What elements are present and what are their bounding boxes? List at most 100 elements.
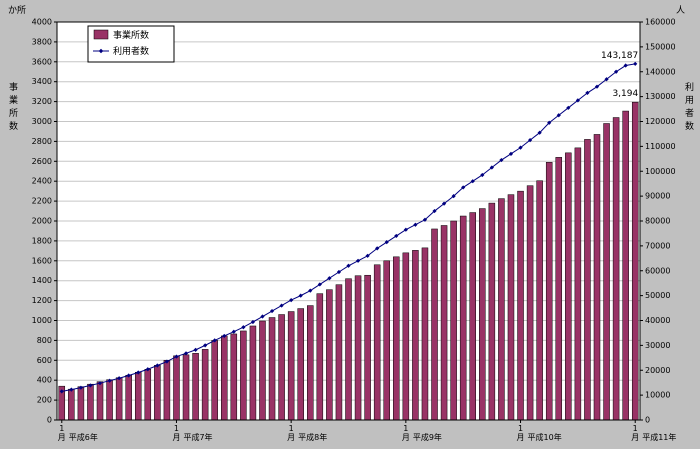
line-marker [174,354,179,359]
line-marker [432,208,437,214]
line-marker [117,376,122,381]
left-axis-tick-label: 3600 [32,57,52,66]
bar [201,349,209,421]
bar [440,225,448,421]
right-axis-tick-label: 40000 [645,316,670,325]
line-marker [394,233,399,239]
bar [517,190,524,421]
left-axis-tick-label: 1200 [32,296,52,305]
right-axis-tick-label: 10000 [645,391,670,400]
line-marker [183,351,189,356]
bar [287,311,295,421]
bar [574,147,582,421]
legend-label: 事業所数 [113,29,149,41]
line-marker [384,240,389,245]
x-axis-month-label: 月 [287,433,295,442]
left-axis-tick-label: 2800 [32,137,52,146]
line-marker [403,227,408,232]
line-marker [145,367,150,372]
line-marker [470,179,475,184]
bar [526,185,534,421]
right-axis-title: 者 [685,108,694,119]
bar [622,110,629,421]
bar [412,250,419,421]
bar [373,264,381,421]
bar [278,314,285,421]
line-marker [537,130,542,135]
right-axis-tick-label: 70000 [645,241,670,250]
bar [354,275,362,421]
bar [77,386,85,421]
data-label: 3,194 [612,89,638,99]
left-axis-title: 事 [9,81,18,93]
line-marker [594,84,600,89]
left-axis-tick-label: 1400 [32,276,52,285]
legend-line-marker [98,48,104,54]
right-axis-title: 用 [685,95,694,106]
bar [326,289,333,421]
line-marker [614,69,619,74]
line-marker [556,113,561,118]
bar [154,365,161,421]
bar [545,162,553,421]
bar [335,284,343,421]
line-marker [107,378,112,383]
bar [469,212,476,421]
left-axis-unit-label: か所 [8,5,26,16]
bar [593,134,601,421]
bar [316,293,324,421]
legend-label: 利用者数 [113,45,149,57]
line-marker [489,165,494,170]
x-axis-month-label: 月 [402,433,410,442]
line-marker [59,389,64,394]
line-marker [155,363,160,368]
right-axis-unit-label: 人 [676,5,685,16]
x-axis-month-label: 1 [518,424,523,433]
bar [68,388,75,421]
x-axis-month-label: 月 [172,433,180,442]
line-marker [633,61,638,66]
right-axis-tick-label: 80000 [645,217,670,226]
x-axis-month-label: 1 [59,424,64,433]
bar [134,371,142,421]
x-axis-year-label: 平成11年 [642,432,676,442]
bar [479,208,486,421]
bar [87,383,94,421]
bar [221,335,228,421]
line-marker [422,217,428,222]
x-axis-month-label: 1 [633,424,638,433]
right-axis-tick-label: 60000 [645,266,670,275]
left-axis-title: 数 [9,120,18,132]
left-axis-tick-label: 2400 [32,177,52,186]
bar [125,374,132,421]
bar [96,381,104,421]
line-marker [375,246,380,251]
bar [631,101,639,421]
line-marker [212,338,217,343]
x-axis-month-label: 1 [289,424,294,433]
right-axis-tick-label: 110000 [645,142,676,151]
line-marker [355,258,361,263]
left-axis-tick-label: 0 [47,416,52,425]
line-marker [499,157,504,163]
line-marker [126,373,131,378]
bar [144,369,152,421]
bar [307,305,314,421]
line-marker [317,282,322,287]
line-marker [203,343,208,348]
bar [163,360,171,421]
left-axis-title: 業 [9,94,18,106]
line-marker [164,359,170,364]
bar [364,274,371,421]
bar [402,252,410,421]
line-marker [527,138,533,143]
line-marker [269,308,275,314]
left-axis-title: 所 [9,108,18,119]
bar [393,256,400,421]
left-axis-tick-label: 1600 [32,256,52,265]
line-marker [575,98,580,103]
bar [268,317,276,421]
line-marker [346,263,351,268]
